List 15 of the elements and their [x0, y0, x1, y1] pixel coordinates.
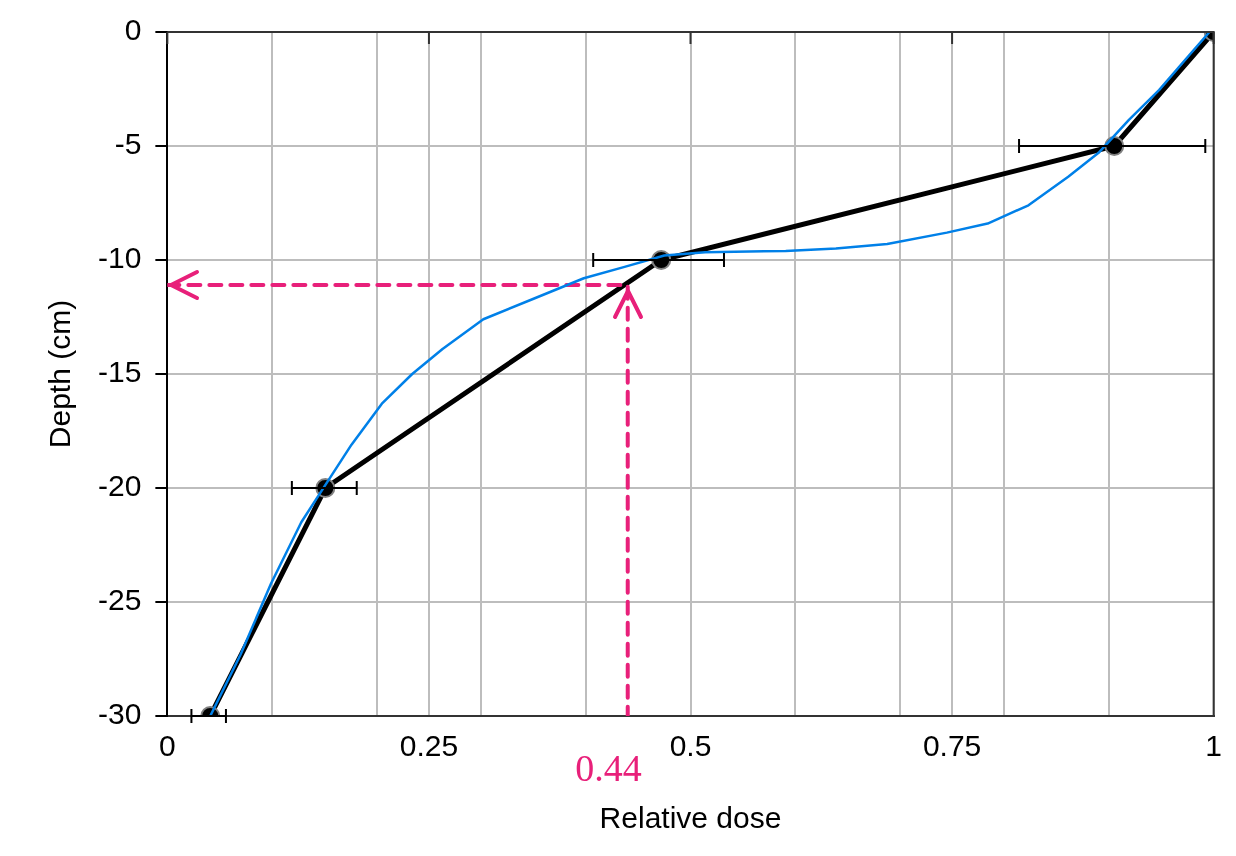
x-tick-label: 0 [159, 729, 176, 763]
y-tick-label: -15 [98, 355, 142, 389]
y-tick-label: 0 [124, 13, 142, 47]
y-tick-label: -10 [98, 241, 142, 275]
y-tick-label: -30 [98, 697, 142, 731]
x-tick-label: 0.25 [399, 729, 459, 763]
y-axis-title: Depth (cm) [43, 299, 77, 449]
x-axis-title: Relative dose [599, 801, 782, 835]
x-tick-label: 0.75 [922, 729, 982, 763]
y-tick-label: -25 [98, 583, 142, 617]
y-tick-label: -5 [114, 127, 142, 161]
x-tick-label: 0.5 [669, 729, 712, 763]
y-tick-label: -20 [98, 469, 142, 503]
x-tick-label: 1 [1205, 729, 1222, 763]
annotation: 0.44 [575, 746, 642, 789]
